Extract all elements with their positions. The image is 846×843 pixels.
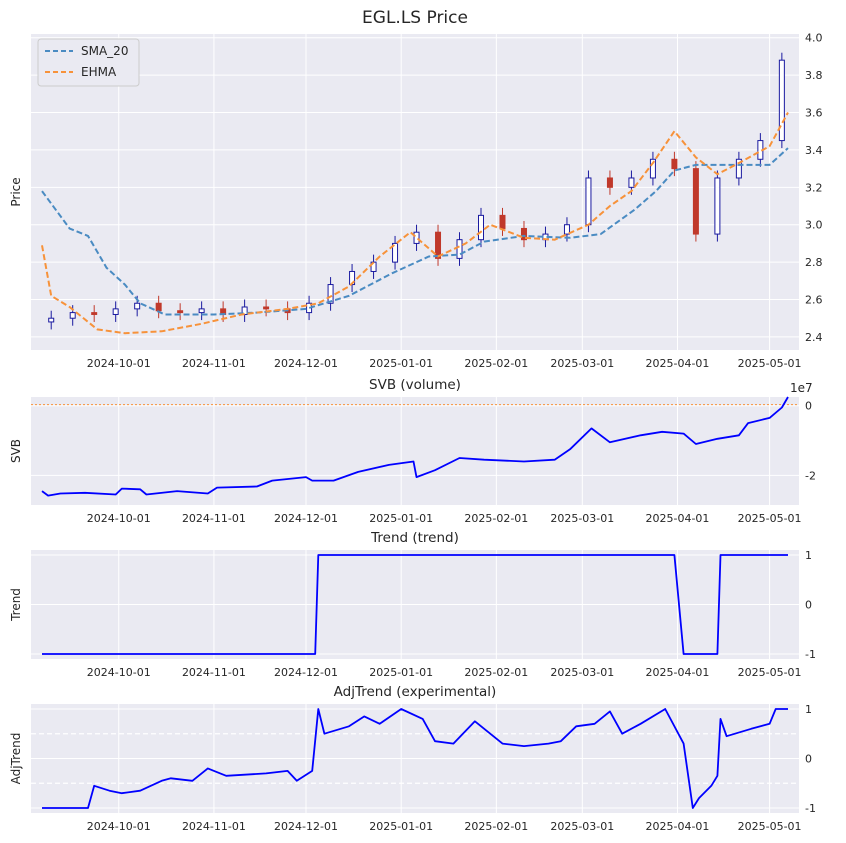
x-tick-label: 2025-03-01	[550, 357, 614, 370]
x-tick-label: 2025-01-01	[369, 357, 433, 370]
series-line	[42, 554, 788, 655]
x-tick-label: 2025-05-01	[738, 820, 802, 833]
candle-body	[606, 177, 613, 188]
x-tick-label: 2024-10-01	[87, 512, 151, 525]
x-tick-label: 2024-10-01	[87, 820, 151, 833]
candle-body	[735, 158, 742, 179]
y-axis-label: Trend	[9, 588, 23, 622]
x-tick-label: 2025-03-01	[550, 666, 614, 679]
x-tick-label: 2025-04-01	[646, 357, 710, 370]
x-tick-label: 2025-05-01	[738, 357, 802, 370]
y-tick-label: 1	[805, 703, 812, 716]
x-tick-label: 2024-11-01	[182, 666, 246, 679]
y-tick-label: 3.8	[805, 69, 823, 82]
candle-body	[628, 177, 635, 188]
candle-body	[671, 158, 678, 170]
candle-body	[714, 177, 721, 235]
x-tick-label: 2025-02-01	[464, 820, 528, 833]
x-tick-label: 2025-05-01	[738, 512, 802, 525]
candle-body	[778, 59, 785, 142]
y-tick-label: 2.8	[805, 256, 823, 269]
panel-title: AdjTrend (experimental)	[334, 684, 497, 700]
x-tick-label: 2024-10-01	[87, 357, 151, 370]
y-tick-label: -2	[805, 469, 816, 482]
x-tick-label: 2024-11-01	[182, 820, 246, 833]
y-tick-label: 0	[805, 753, 812, 766]
x-tick-label: 2024-10-01	[87, 666, 151, 679]
candle-body	[91, 312, 98, 315]
y-tick-label: -1	[805, 648, 816, 661]
y-axis-label: Price	[9, 177, 23, 206]
x-tick-label: 2025-04-01	[646, 666, 710, 679]
y-tick-label: 2.6	[805, 294, 823, 307]
candle-body	[263, 306, 270, 310]
candle-body	[392, 242, 399, 263]
panel-1-background	[31, 397, 799, 505]
y-tick-label: 2.4	[805, 331, 823, 344]
candle-body	[155, 302, 162, 312]
x-tick-label: 2024-11-01	[182, 512, 246, 525]
y-tick-label: -1	[805, 802, 816, 815]
y-tick-label: 0	[805, 400, 812, 413]
x-tick-label: 2025-02-01	[464, 357, 528, 370]
y-tick-label: 3.2	[805, 181, 823, 194]
x-tick-label: 2025-03-01	[550, 512, 614, 525]
x-tick-label: 2025-04-01	[646, 820, 710, 833]
x-tick-label: 2024-12-01	[274, 666, 338, 679]
x-tick-label: 2025-05-01	[738, 666, 802, 679]
ehma-line	[41, 112, 789, 335]
candle-body	[478, 214, 485, 241]
y-axis-label: AdjTrend	[9, 733, 23, 785]
candle-body	[69, 312, 76, 319]
y-tick-label: 4.0	[805, 32, 823, 45]
x-tick-label: 2025-01-01	[369, 820, 433, 833]
panel-title: SVB (volume)	[369, 377, 461, 393]
candle-body	[585, 177, 592, 226]
y-axis-label: SVB	[9, 439, 23, 463]
x-tick-label: 2024-12-01	[274, 820, 338, 833]
series-line	[42, 708, 788, 809]
candle-body	[327, 284, 334, 304]
x-tick-label: 2025-04-01	[646, 512, 710, 525]
candle-body	[499, 214, 506, 229]
candle-body	[413, 231, 420, 244]
candle-body	[177, 310, 184, 314]
panel-title: Trend (trend)	[370, 530, 459, 546]
x-tick-label: 2024-12-01	[274, 512, 338, 525]
candle-body	[692, 168, 699, 235]
x-tick-label: 2025-03-01	[550, 820, 614, 833]
candle-body	[456, 239, 463, 259]
panel-0-background	[31, 34, 799, 350]
x-tick-label: 2025-01-01	[369, 666, 433, 679]
series-line	[41, 396, 789, 497]
x-tick-label: 2024-12-01	[274, 357, 338, 370]
candle-body	[198, 308, 205, 314]
candle-body	[134, 302, 141, 310]
candle-body	[48, 317, 55, 323]
x-tick-label: 2025-02-01	[464, 666, 528, 679]
legend-label: EHMA	[81, 65, 117, 79]
candle-body	[520, 227, 527, 241]
candle-body	[649, 158, 656, 179]
x-tick-label: 2024-11-01	[182, 357, 246, 370]
y-tick-label: 3.0	[805, 219, 823, 232]
candle-body	[112, 308, 119, 315]
axis-offset-label: 1e7	[790, 381, 813, 395]
y-tick-label: 3.4	[805, 144, 823, 157]
y-tick-label: 1	[805, 549, 812, 562]
y-tick-label: 3.6	[805, 107, 823, 120]
sma-20-line	[41, 147, 789, 316]
y-tick-label: 0	[805, 599, 812, 612]
chart-title: EGL.LS Price	[362, 8, 468, 28]
candle-body	[563, 224, 570, 235]
x-tick-label: 2025-02-01	[464, 512, 528, 525]
candle-body	[435, 231, 442, 259]
legend-label: SMA_20	[81, 44, 128, 58]
x-tick-label: 2025-01-01	[369, 512, 433, 525]
